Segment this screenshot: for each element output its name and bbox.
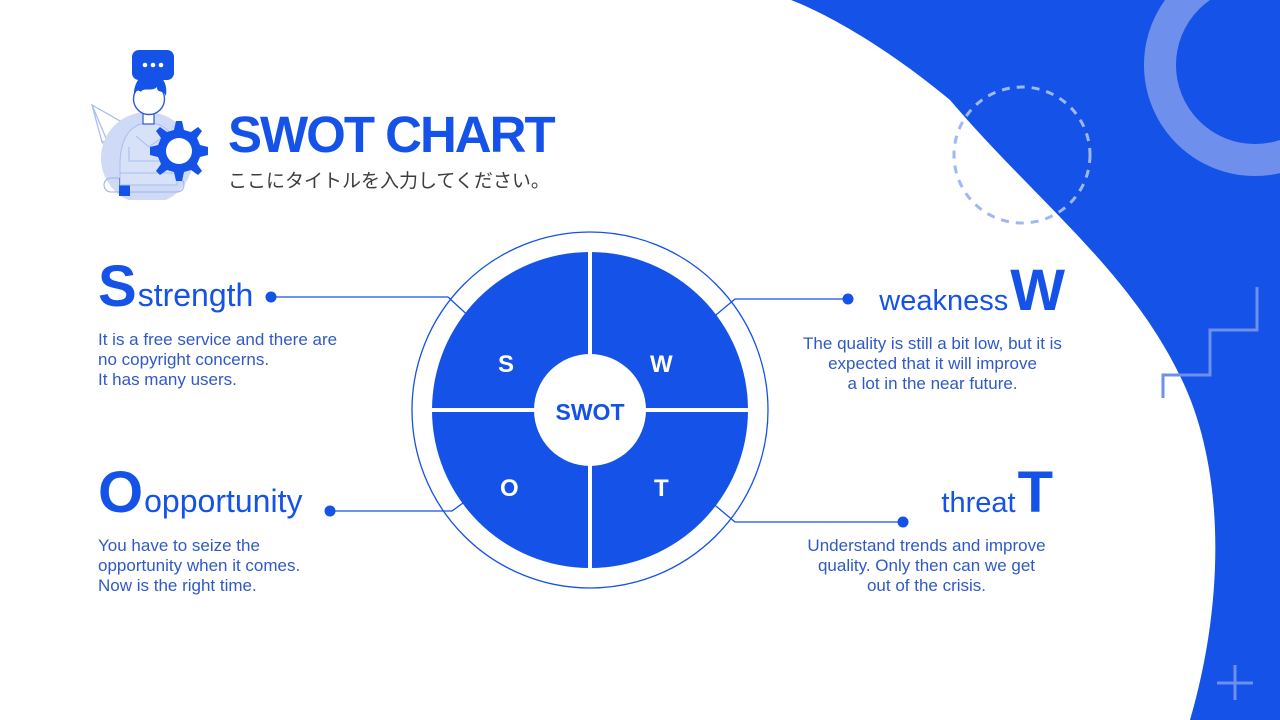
svg-text:W: W	[650, 351, 673, 378]
svg-text:SWOT: SWOT	[556, 399, 625, 425]
svg-text:T: T	[654, 475, 669, 502]
svg-text:O: O	[500, 475, 519, 502]
svg-text:S: S	[498, 351, 514, 378]
